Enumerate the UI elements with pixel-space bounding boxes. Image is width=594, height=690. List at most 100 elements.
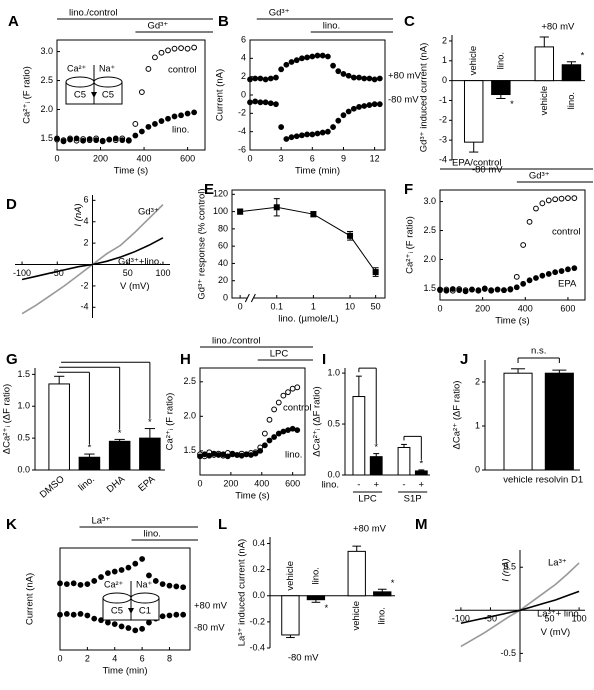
data-point	[372, 269, 379, 276]
data-point	[437, 286, 443, 293]
x-tick-label: -50	[51, 268, 64, 278]
bar	[48, 383, 70, 471]
data-point	[146, 572, 152, 579]
data-point	[252, 75, 259, 82]
y-tick-label: 2	[83, 238, 88, 248]
data-point	[171, 113, 178, 120]
data-point	[262, 99, 269, 106]
channel-label: C5	[102, 90, 114, 101]
significance: *	[88, 443, 92, 454]
group-label: +80 mV	[541, 22, 575, 33]
data-point	[165, 47, 171, 54]
data-point	[104, 570, 111, 577]
plot-frame	[59, 547, 191, 651]
data-point	[533, 275, 539, 281]
data-point	[366, 75, 373, 82]
x-tick-label: 8	[167, 653, 172, 663]
data-point	[267, 100, 274, 107]
significance: *	[148, 417, 152, 428]
data-point	[275, 430, 282, 437]
data-point	[310, 211, 317, 218]
y-tick-label: 2	[475, 376, 480, 386]
data-point	[304, 131, 311, 138]
category-label: lino.	[566, 92, 577, 109]
data-point	[111, 568, 118, 575]
data-point	[293, 57, 300, 64]
y-tick-label: 0	[223, 292, 228, 302]
data-point	[210, 450, 217, 457]
data-point	[106, 136, 113, 143]
y-axis-label: ΔCa²⁺ᵢ (ΔF ratio)	[2, 384, 13, 454]
inset-label: Na⁺	[99, 63, 116, 73]
x-tick-label: 400	[518, 303, 533, 313]
data-point	[145, 66, 152, 72]
data-point	[139, 556, 146, 562]
data-point	[84, 581, 91, 587]
x-tick-label: 6	[140, 653, 145, 663]
data-point	[125, 564, 132, 571]
data-point	[324, 53, 331, 60]
series-label: +80 mV	[194, 601, 228, 612]
data-point	[278, 66, 285, 73]
data-point	[513, 284, 520, 291]
y-tick-label: 0.0	[327, 469, 340, 479]
data-point	[178, 45, 184, 52]
category-label: resolvin D1	[536, 475, 584, 486]
data-point	[139, 625, 146, 632]
data-point	[206, 452, 213, 459]
category-label: -	[402, 480, 405, 491]
axis-break	[250, 293, 256, 303]
data-point	[57, 611, 63, 618]
y-tick-label: 1	[475, 420, 480, 430]
series-label: +80 mV	[388, 71, 422, 82]
data-point	[309, 53, 316, 60]
plot-frame	[199, 367, 306, 476]
inset-label: Ca²⁺	[104, 579, 124, 589]
x-axis-label: Time (s)	[495, 316, 529, 327]
y-tick-label: 0	[475, 464, 480, 474]
data-point	[545, 197, 552, 204]
y-tick-label: 6	[83, 195, 88, 205]
y-tick-label: 2.5	[183, 376, 196, 386]
x-axis-label: V (mV)	[541, 627, 571, 638]
data-point	[513, 273, 520, 280]
panel-letter: A	[8, 13, 19, 30]
panel-letter: M	[415, 516, 428, 533]
x-tick-label: 200	[93, 153, 108, 163]
data-point	[132, 121, 139, 127]
data-point	[119, 137, 126, 144]
data-point	[266, 437, 273, 444]
series-label: EPA	[558, 279, 577, 290]
channel-label: C5	[74, 90, 86, 101]
data-point	[132, 627, 139, 634]
y-tick-label: 0.5	[503, 562, 516, 572]
data-point	[345, 72, 352, 79]
data-point	[197, 453, 203, 460]
data-point	[314, 52, 321, 59]
y-tick-label: 1.0	[17, 401, 30, 411]
data-point	[565, 266, 571, 273]
treatment-label: Gd³⁺	[529, 171, 550, 182]
category-label: lino.	[495, 52, 506, 69]
channel-top	[65, 76, 95, 88]
data-point	[376, 75, 383, 82]
data-point	[330, 62, 336, 69]
series-label: Gd³⁺+lino.	[118, 257, 162, 268]
data-point	[283, 136, 290, 142]
category-label: +	[373, 480, 379, 491]
y-axis-label: Ca²⁺ᵢ (F ratio)	[22, 66, 33, 124]
x-tick-label: 50	[545, 614, 555, 624]
y-tick-label: 100	[213, 206, 228, 216]
bar	[78, 456, 101, 471]
treatment-label: LPC	[270, 349, 289, 360]
data-point	[184, 110, 191, 117]
data-point	[273, 204, 280, 211]
y-axis-label: Ca²⁺ᵢ (F ratio)	[405, 216, 416, 274]
panel-letter: G	[6, 351, 18, 368]
series-label: Gd³⁺	[138, 207, 159, 218]
data-point	[571, 195, 578, 202]
x-tick-label: 10	[345, 301, 355, 311]
x-tick-label: 0	[54, 153, 59, 163]
data-point	[507, 286, 514, 293]
data-point	[366, 102, 373, 108]
